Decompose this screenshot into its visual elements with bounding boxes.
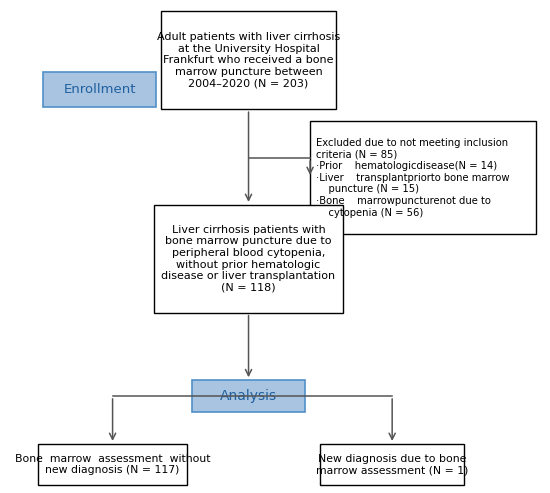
FancyBboxPatch shape xyxy=(153,205,343,313)
FancyBboxPatch shape xyxy=(38,444,187,486)
FancyBboxPatch shape xyxy=(161,11,336,109)
Text: Bone  marrow  assessment  without
new diagnosis (N = 117): Bone marrow assessment without new diagn… xyxy=(15,454,210,475)
Text: New diagnosis due to bone
marrow assessment (N = 1): New diagnosis due to bone marrow assessm… xyxy=(316,454,469,475)
Text: Analysis: Analysis xyxy=(220,389,277,403)
FancyBboxPatch shape xyxy=(320,444,464,486)
Text: Liver cirrhosis patients with
bone marrow puncture due to
peripheral blood cytop: Liver cirrhosis patients with bone marro… xyxy=(162,225,336,293)
Text: Adult patients with liver cirrhosis
at the University Hospital
Frankfurt who rec: Adult patients with liver cirrhosis at t… xyxy=(157,32,340,88)
Text: Excluded due to not meeting inclusion
criteria (N = 85)
·Prior    hematologicdis: Excluded due to not meeting inclusion cr… xyxy=(316,138,510,218)
FancyBboxPatch shape xyxy=(310,121,536,234)
FancyBboxPatch shape xyxy=(43,72,156,107)
FancyBboxPatch shape xyxy=(192,380,305,412)
Text: Enrollment: Enrollment xyxy=(63,83,136,96)
